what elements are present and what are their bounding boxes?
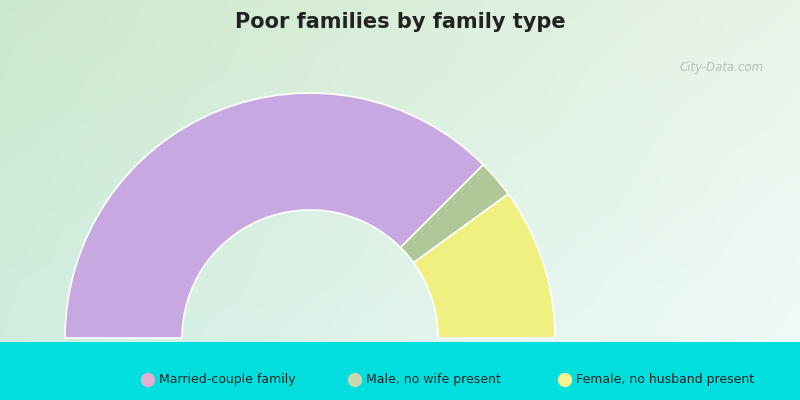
Circle shape [142,374,154,386]
Text: Male, no wife present: Male, no wife present [366,374,501,386]
Circle shape [349,374,362,386]
Circle shape [558,374,571,386]
Text: Poor families by family type: Poor families by family type [234,12,566,32]
Text: City-Data.com: City-Data.com [680,62,764,74]
Text: Female, no husband present: Female, no husband present [576,374,754,386]
Wedge shape [414,194,555,338]
Wedge shape [65,93,483,338]
Text: Married-couple family: Married-couple family [159,374,296,386]
Bar [0,342,800,400]
Wedge shape [401,165,508,263]
